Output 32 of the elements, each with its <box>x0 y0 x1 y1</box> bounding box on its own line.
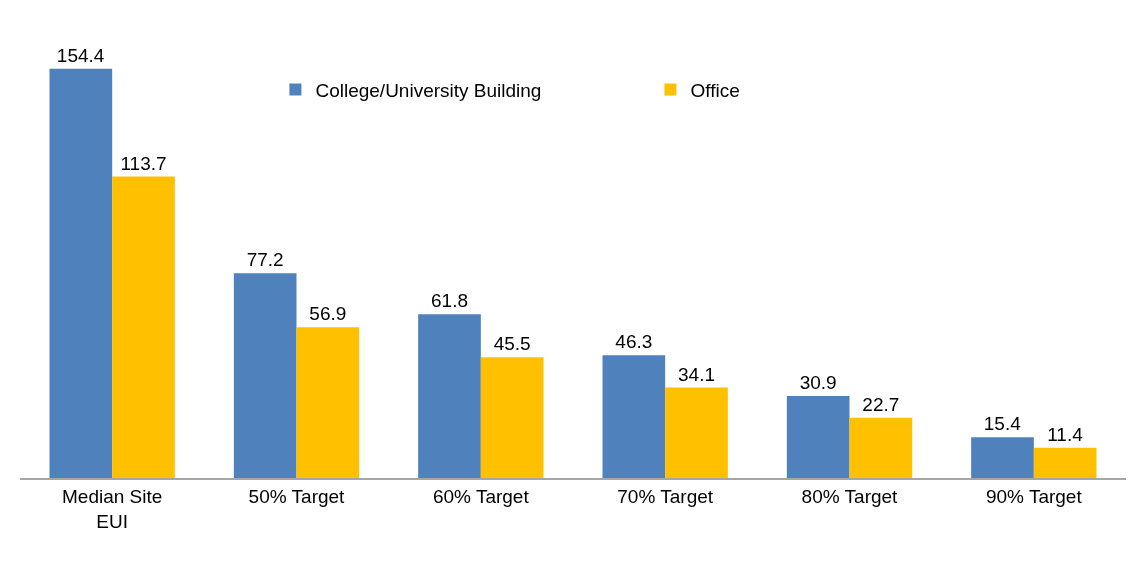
data-label: 11.4 <box>1047 423 1084 445</box>
bar <box>971 437 1034 478</box>
x-tick-label: 50% Target <box>248 485 346 507</box>
data-label: 30.9 <box>799 372 837 394</box>
bar <box>296 327 360 478</box>
bar <box>1033 447 1097 478</box>
bar <box>418 314 481 478</box>
x-tick-label: Median Site EUI <box>62 485 163 532</box>
bar <box>112 176 175 478</box>
x-tick-label: 80% Target <box>801 485 899 507</box>
data-label: 34.1 <box>678 363 715 385</box>
data-label: 77.2 <box>246 249 284 271</box>
data-label: 113.7 <box>120 152 167 174</box>
x-tick-label: 60% Target <box>432 485 530 507</box>
data-label: 22.7 <box>862 393 900 415</box>
x-tick-label: 70% Target <box>617 485 714 507</box>
legend-label: Office <box>690 79 740 101</box>
data-label: 46.3 <box>615 331 653 353</box>
data-label: 56.9 <box>309 303 347 325</box>
bar <box>233 273 297 478</box>
bar <box>480 357 544 478</box>
bar <box>602 355 666 478</box>
bar <box>849 417 913 478</box>
data-label: 15.4 <box>983 413 1022 435</box>
bar <box>665 387 728 478</box>
bar <box>49 68 113 478</box>
x-tick-label: 90% Target <box>985 485 1083 507</box>
data-label: 61.8 <box>431 290 468 312</box>
bar <box>786 396 850 478</box>
data-label: 154.4 <box>56 44 105 66</box>
data-label: 45.5 <box>493 333 531 355</box>
legend-label: College/University Building <box>315 79 542 101</box>
